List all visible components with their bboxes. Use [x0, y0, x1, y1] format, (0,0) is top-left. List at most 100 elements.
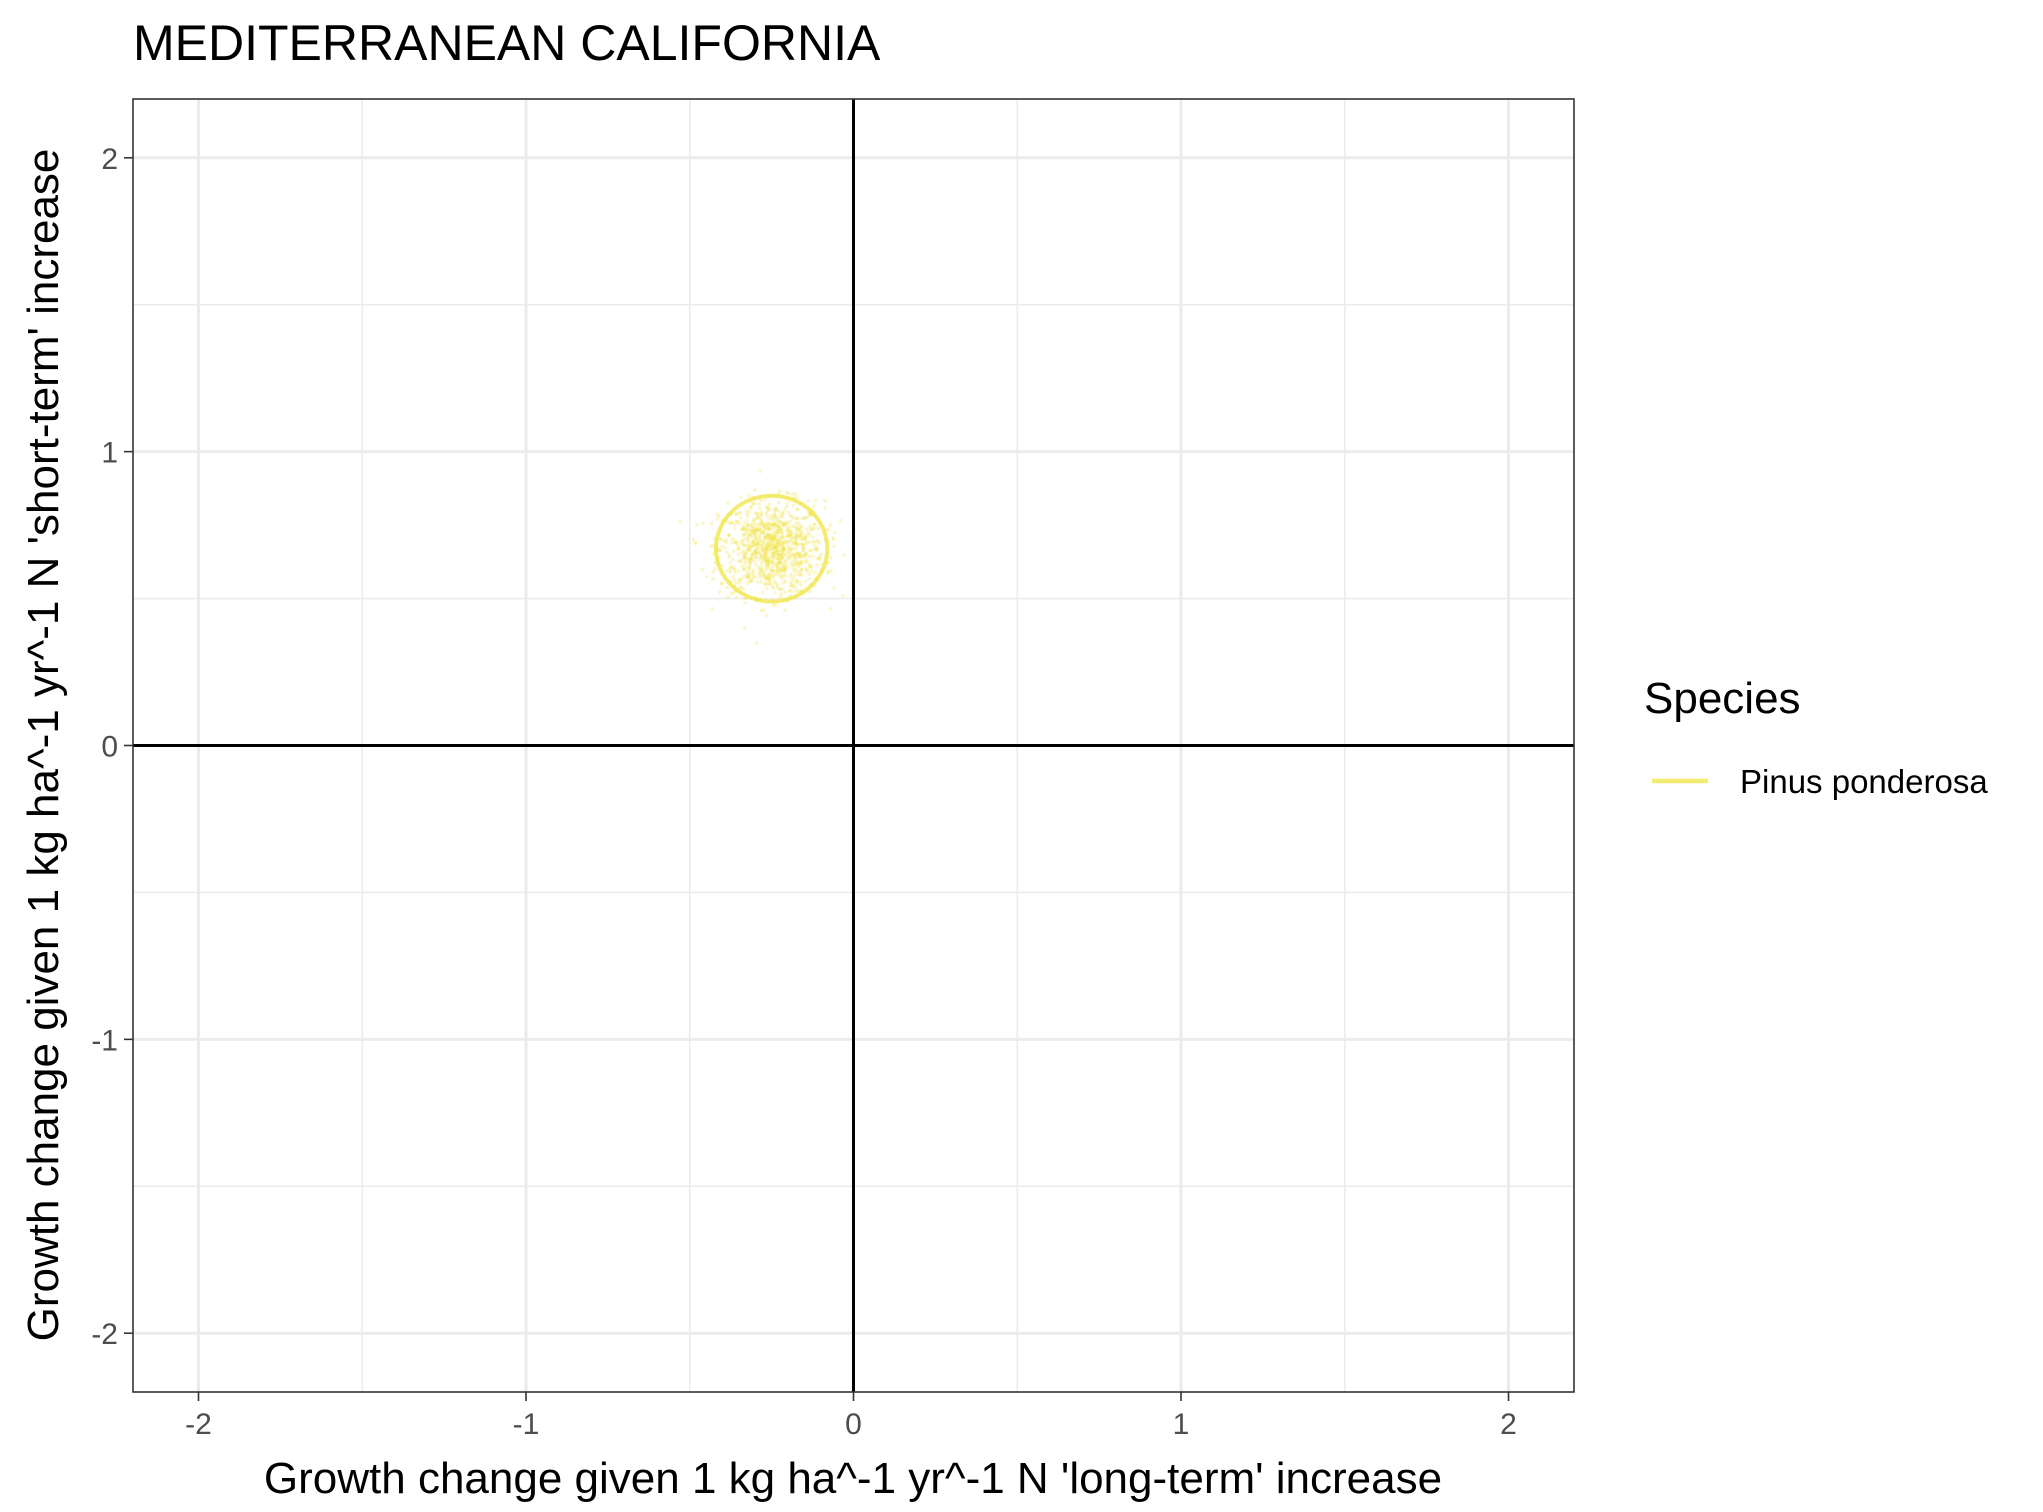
scatter-point	[772, 528, 777, 533]
scatter-point	[779, 548, 784, 553]
scatter-point	[784, 538, 788, 543]
scatter-point	[742, 561, 747, 566]
scatter-point	[754, 539, 759, 543]
scatter-point	[791, 503, 796, 508]
scatter-point	[719, 536, 723, 541]
scatter-point	[771, 545, 776, 549]
scatter-point	[778, 519, 783, 524]
scatter-point	[797, 560, 802, 565]
scatter-point	[789, 547, 793, 551]
scatter-point	[709, 521, 714, 526]
scatter-point	[776, 546, 781, 550]
scatter-point	[754, 550, 759, 555]
scatter-point	[764, 577, 768, 582]
scatter-point	[756, 515, 760, 519]
scatter-point	[819, 552, 823, 556]
scatter-point	[808, 564, 812, 569]
scatter-point	[802, 546, 807, 551]
scatter-point	[780, 545, 785, 549]
scatter-point	[785, 544, 790, 548]
scatter-point	[747, 539, 751, 544]
scatter-point	[804, 515, 809, 520]
scatter-point	[766, 533, 771, 537]
scatter-point	[831, 536, 835, 540]
scatter-point	[778, 552, 783, 557]
y-tick-label: 2	[101, 143, 118, 176]
scatter-point	[767, 560, 771, 564]
scatter-point	[730, 541, 735, 545]
scatter-point	[791, 552, 796, 557]
scatter-point	[781, 523, 786, 527]
scatter-point	[764, 547, 769, 552]
scatter-point	[826, 528, 831, 532]
x-tick-label: 2	[1500, 1408, 1517, 1441]
scatter-point	[737, 521, 741, 526]
scatter-point	[765, 558, 769, 563]
scatter-point	[766, 533, 771, 538]
scatter-point	[785, 528, 789, 533]
scatter-point	[770, 567, 774, 571]
scatter-point	[773, 537, 778, 542]
scatter-point	[788, 539, 793, 543]
scatter-point	[806, 499, 811, 503]
scatter-point	[794, 537, 799, 541]
scatter-point	[745, 542, 750, 547]
scatter-point	[803, 559, 808, 564]
scatter-point	[747, 579, 752, 584]
scatter-point	[789, 572, 793, 576]
scatter-point	[781, 545, 786, 550]
scatter-point	[765, 560, 769, 565]
scatter-point	[799, 542, 803, 546]
scatter-point	[772, 545, 776, 550]
scatter-point	[747, 546, 751, 551]
scatter-point	[754, 532, 758, 536]
scatter-point	[760, 521, 765, 526]
scatter-point	[759, 580, 764, 584]
scatter-point	[759, 559, 764, 563]
scatter-point	[758, 552, 763, 557]
scatter-point	[770, 551, 775, 556]
scatter-point	[780, 515, 785, 519]
scatter-point	[787, 557, 792, 561]
scatter-point	[798, 554, 803, 559]
scatter-point	[786, 500, 790, 505]
scatter-point	[778, 566, 783, 571]
scatter-point	[748, 548, 753, 552]
scatter-point	[774, 514, 778, 519]
scatter-point	[741, 533, 745, 538]
scatter-point	[800, 543, 805, 547]
scatter-point	[761, 608, 766, 613]
scatter-point	[767, 572, 772, 577]
scatter-point	[771, 558, 775, 562]
scatter-point	[800, 530, 805, 535]
scatter-point	[760, 531, 764, 536]
scatter-point	[775, 549, 780, 553]
scatter-point	[829, 568, 834, 573]
scatter-point	[764, 512, 769, 517]
scatter-point	[780, 569, 784, 573]
scatter-point	[719, 581, 724, 586]
scatter-point	[765, 540, 770, 545]
scatter-point	[743, 531, 748, 536]
scatter-point	[735, 543, 740, 547]
scatter-point	[764, 557, 769, 562]
scatter-point	[779, 594, 783, 599]
scatter-point	[775, 570, 779, 575]
scatter-point	[798, 528, 803, 533]
scatter-point	[801, 545, 805, 550]
scatter-point	[752, 539, 756, 543]
scatter-point	[759, 538, 764, 543]
scatter-point	[807, 572, 812, 577]
scatter-point	[803, 535, 808, 540]
scatter-point	[746, 522, 750, 527]
scatter-point	[737, 546, 742, 551]
scatter-point	[751, 551, 755, 556]
scatter-point	[766, 564, 770, 569]
scatter-point	[718, 548, 723, 552]
scatter-point	[767, 502, 772, 507]
scatter-point	[788, 529, 793, 533]
scatter-point	[770, 560, 774, 565]
scatter-point	[774, 552, 779, 557]
scatter-point	[755, 550, 760, 555]
scatter-point	[776, 518, 781, 522]
